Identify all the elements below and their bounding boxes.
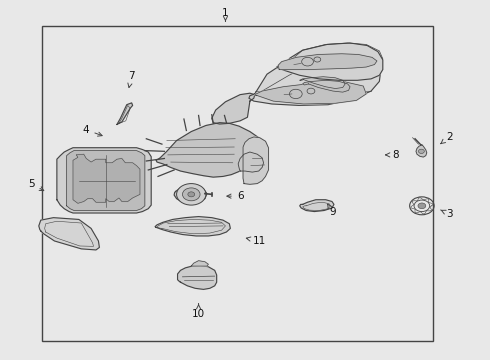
- Polygon shape: [174, 185, 207, 204]
- Circle shape: [176, 184, 206, 205]
- Polygon shape: [300, 200, 334, 212]
- Text: 6: 6: [227, 191, 244, 201]
- Text: 8: 8: [386, 150, 399, 160]
- Text: 10: 10: [192, 304, 205, 319]
- Text: 3: 3: [441, 209, 453, 219]
- Bar: [42, 26, 433, 341]
- Polygon shape: [191, 261, 208, 266]
- Text: 2: 2: [441, 132, 453, 144]
- Polygon shape: [73, 154, 140, 203]
- Polygon shape: [67, 150, 145, 211]
- Polygon shape: [277, 43, 383, 80]
- Polygon shape: [278, 54, 377, 69]
- Text: 1: 1: [222, 8, 229, 21]
- Polygon shape: [57, 148, 151, 213]
- Circle shape: [188, 192, 195, 197]
- Polygon shape: [243, 137, 269, 184]
- Circle shape: [418, 203, 426, 209]
- Polygon shape: [156, 123, 262, 177]
- Text: 11: 11: [246, 236, 266, 246]
- Polygon shape: [177, 265, 217, 289]
- Polygon shape: [300, 77, 345, 89]
- Polygon shape: [238, 152, 264, 172]
- Polygon shape: [416, 145, 427, 157]
- Polygon shape: [249, 47, 381, 105]
- Circle shape: [182, 188, 200, 201]
- Polygon shape: [255, 81, 366, 104]
- Polygon shape: [303, 80, 350, 92]
- Text: 5: 5: [28, 179, 44, 191]
- Text: 4: 4: [83, 125, 102, 136]
- Polygon shape: [39, 218, 99, 250]
- Polygon shape: [155, 217, 230, 236]
- Text: 7: 7: [128, 71, 135, 87]
- Text: 9: 9: [328, 204, 336, 217]
- Polygon shape: [117, 103, 133, 125]
- Circle shape: [418, 149, 424, 153]
- Polygon shape: [212, 93, 255, 124]
